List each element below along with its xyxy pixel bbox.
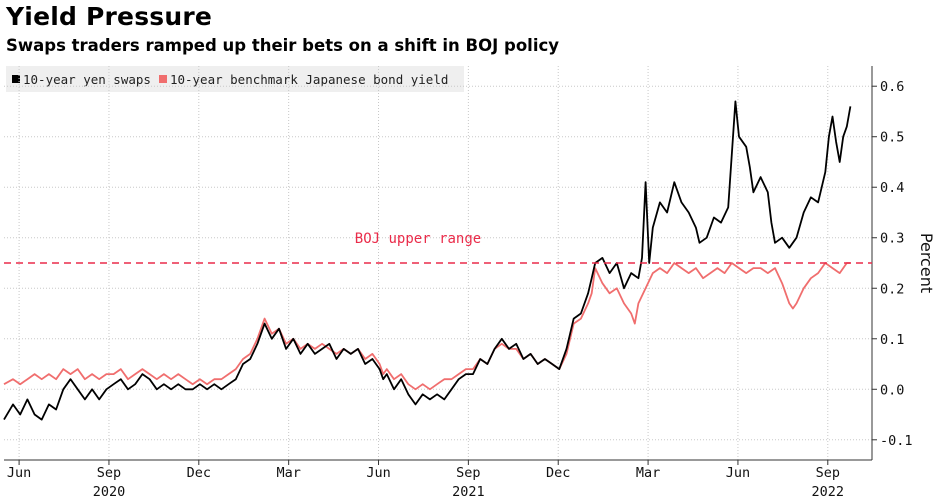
x-tick-label-9: Sep — [816, 465, 840, 481]
x-tick-label-5: Sep — [456, 465, 480, 481]
x-tick-label-4: Jun — [366, 465, 390, 481]
y-tick-label-2: 0.4 — [880, 180, 904, 196]
year-label-2: 2022 — [812, 484, 845, 500]
x-tick-label-7: Mar — [636, 465, 660, 481]
y-tick-label-4: 0.2 — [880, 281, 904, 297]
y-tick-label-7: -0.1 — [880, 433, 913, 449]
swaps-line — [3, 100, 852, 421]
legend-swatch-bond — [158, 75, 167, 83]
chart-title: Yield Pressure — [6, 2, 213, 31]
y-tick-label-6: 0.0 — [880, 382, 904, 398]
x-tick-label-0: Jun — [7, 465, 31, 481]
x-tick-label-1: Sep — [97, 465, 121, 481]
year-label-1: 2021 — [452, 484, 485, 500]
bond-yield-line — [3, 262, 851, 391]
chart-subtitle: Swaps traders ramped up their bets on a … — [6, 36, 560, 55]
y-axis-label: Percent — [917, 233, 936, 293]
x-tick-label-6: Dec — [546, 465, 570, 481]
y-tick-label-0: 0.6 — [880, 79, 904, 95]
legend-entry-swaps: 10-year yen swaps — [12, 72, 151, 87]
y-tick-label-1: 0.5 — [880, 130, 904, 146]
x-tick-label-3: Mar — [276, 465, 300, 481]
boj-upper-range-label: BOJ upper range — [355, 231, 481, 247]
legend-label-swaps: 10-year yen swaps — [23, 71, 151, 87]
y-tick-label-5: 0.1 — [880, 332, 904, 348]
year-label-0: 2020 — [93, 484, 126, 500]
legend: 10-year yen swaps 10-year benchmark Japa… — [6, 66, 465, 92]
x-tick-label-2: Dec — [187, 465, 211, 481]
x-tick-label-8: Jun — [726, 465, 750, 481]
y-tick-label-3: 0.3 — [880, 231, 904, 247]
legend-swatch-swaps — [12, 75, 20, 83]
